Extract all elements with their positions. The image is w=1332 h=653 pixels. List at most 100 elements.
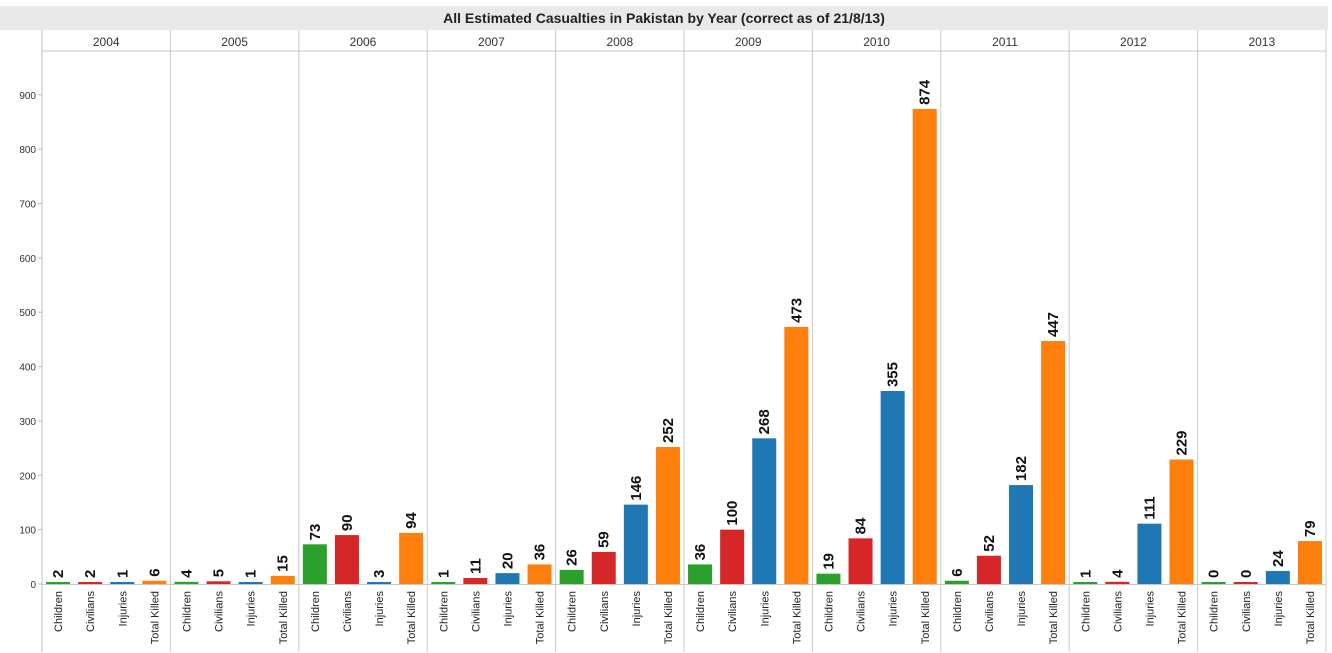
category-label: Children: [695, 591, 707, 632]
category-label: Total Killed: [535, 591, 547, 644]
data-label: 182: [1013, 456, 1030, 481]
bar-injuries: [1009, 485, 1034, 584]
bar-children: [816, 573, 841, 584]
bar-children: [559, 569, 584, 584]
data-label: 2: [50, 570, 67, 578]
data-label: 20: [499, 552, 516, 569]
bar-civilians: [334, 535, 359, 584]
data-label: 111: [1141, 496, 1158, 519]
category-label: Injuries: [502, 591, 514, 627]
bar-total-killed: [1041, 341, 1066, 584]
data-label: 4: [178, 569, 195, 578]
data-label: 52: [981, 535, 998, 552]
y-tick-label: 300: [19, 417, 36, 428]
bar-injuries: [752, 438, 777, 584]
year-panel-2011: 2011 6 Children 52 Civilians 182 Injuries 447 To…: [944, 30, 1070, 652]
data-label: 94: [403, 512, 420, 529]
bar-civilians: [1105, 581, 1130, 584]
y-tick-label: 600: [19, 254, 36, 265]
bar-civilians: [78, 582, 103, 584]
category-label: Children: [1209, 591, 1221, 632]
data-label: 0: [1238, 570, 1255, 578]
category-label: Total Killed: [1048, 591, 1060, 644]
data-label: 229: [1174, 430, 1191, 455]
category-label: Total Killed: [149, 591, 161, 644]
bar-total-killed: [784, 326, 809, 584]
category-label: Injuries: [1273, 591, 1285, 627]
data-label: 0: [1206, 570, 1223, 578]
data-label: 252: [660, 418, 677, 443]
category-label: Total Killed: [1305, 591, 1317, 644]
data-label: 1: [243, 570, 260, 578]
y-tick-label: 700: [19, 199, 36, 210]
data-label: 1: [435, 570, 452, 578]
y-tick-label: 200: [19, 471, 36, 482]
category-label: Children: [181, 591, 193, 632]
bar-injuries: [623, 504, 648, 584]
category-label: Children: [310, 591, 322, 632]
category-label: Total Killed: [278, 591, 290, 644]
category-label: Injuries: [1144, 591, 1156, 627]
category-label: Total Killed: [406, 591, 418, 644]
category-label: Civilians: [470, 591, 482, 632]
bar-total-killed: [912, 108, 937, 584]
year-label: 2005: [221, 35, 248, 49]
data-label: 15: [275, 555, 292, 572]
year-panel-2009: 2009 36 Children 100 Civilians 268 Injuries 473…: [688, 30, 813, 652]
year-panel-2010: 2010 19 Children 84 Civilians 355 Injuries 874 T…: [816, 30, 942, 652]
category-label: Total Killed: [1177, 591, 1189, 644]
category-label: Total Killed: [791, 591, 803, 644]
category-label: Injuries: [246, 591, 258, 627]
data-label: 36: [692, 544, 709, 561]
bar-children: [431, 582, 456, 584]
year-label: 2011: [992, 35, 1018, 49]
data-label: 4: [1109, 569, 1126, 578]
data-label: 19: [820, 553, 837, 570]
data-label: 1: [1077, 570, 1094, 578]
bar-injuries: [880, 391, 905, 584]
data-label: 79: [1302, 520, 1319, 537]
data-label: 447: [1045, 312, 1062, 337]
bar-children: [688, 564, 713, 584]
data-label: 6: [949, 568, 966, 576]
category-label: Injuries: [759, 591, 771, 627]
bar-total-killed: [1297, 541, 1322, 584]
bar-civilians: [463, 578, 488, 584]
y-tick-label: 900: [19, 91, 36, 102]
category-label: Civilians: [856, 591, 868, 632]
category-label: Injuries: [374, 591, 386, 627]
category-label: Children: [438, 591, 450, 632]
data-label: 73: [307, 524, 324, 541]
data-label: 268: [756, 409, 773, 434]
bar-children: [944, 580, 969, 584]
bar-injuries: [1137, 523, 1162, 584]
title-bar: [0, 6, 1328, 30]
category-label: Civilians: [85, 591, 97, 632]
category-label: Children: [1080, 591, 1092, 632]
chart-title: All Estimated Casualties in Pakistan by …: [443, 10, 885, 26]
y-tick-label: 500: [19, 308, 36, 319]
category-label: Civilians: [1112, 591, 1124, 632]
data-label: 59: [596, 531, 613, 548]
category-label: Children: [952, 591, 964, 632]
y-tick-label: 100: [19, 526, 36, 537]
data-label: 36: [532, 544, 549, 561]
bar-children: [46, 582, 71, 584]
bar-total-killed: [655, 447, 680, 584]
category-label: Children: [567, 591, 579, 632]
data-label: 146: [628, 476, 645, 501]
year-label: 2009: [735, 35, 762, 49]
bar-total-killed: [399, 532, 424, 584]
data-label: 2: [82, 570, 99, 578]
data-label: 1: [114, 570, 131, 578]
year-label: 2006: [350, 35, 377, 49]
bar-civilians: [976, 555, 1001, 584]
data-label: 11: [467, 558, 484, 574]
category-label: Civilians: [342, 591, 354, 632]
year-panel-2012: 2012 1 Children 4 Civilians 111 Injuries 229 Tot…: [1073, 30, 1199, 652]
data-label: 84: [853, 517, 870, 534]
category-label: Total Killed: [663, 591, 675, 644]
category-label: Children: [53, 591, 65, 632]
category-label: Children: [823, 591, 835, 632]
